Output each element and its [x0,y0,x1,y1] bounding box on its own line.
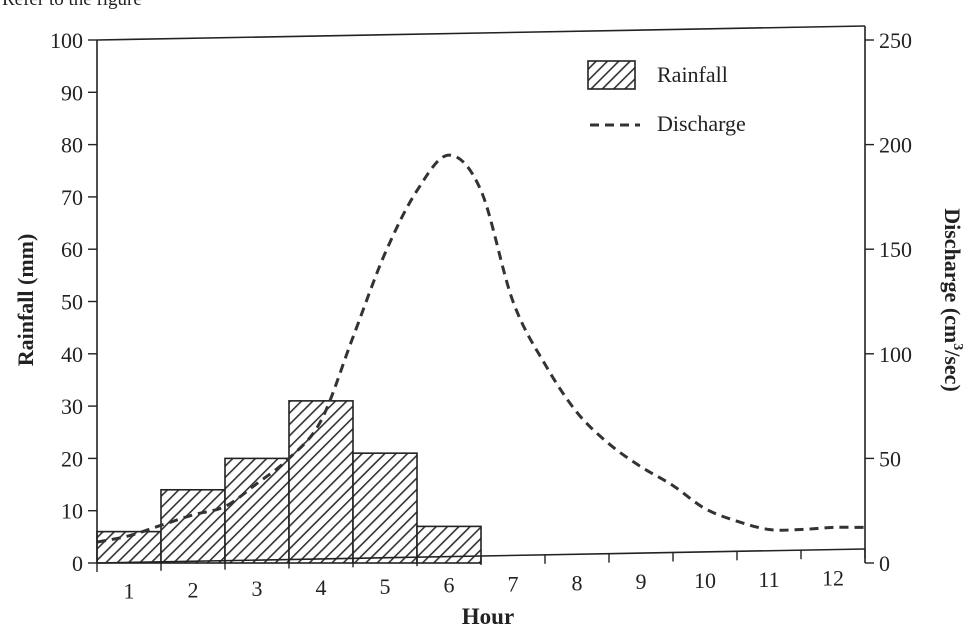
x-axis-title: Hour [462,604,514,629]
left-y-tick-label: 70 [61,185,83,210]
legend-label-rainfall: Rainfall [657,62,728,87]
right-y-axis-title: Discharge (cm3/sec) [940,208,965,392]
plot-top-border [96,25,866,41]
rainfall-bar-hour-2 [160,488,226,564]
right-y-tick-label: 100 [879,342,912,367]
rainfall-bar-hour-4 [288,400,354,564]
rainfall-bar-hour-5 [352,452,418,564]
page-caption: Refer to the figure [2,0,142,11]
right-y-tick-label: 150 [879,237,912,262]
x-tick-label: 12 [822,566,844,591]
x-tick-label: 9 [636,569,647,594]
x-tick-label: 1 [124,578,135,603]
x-tick-label: 3 [252,576,263,601]
left-y-tick-label: 60 [61,237,83,262]
rainfall-bars [96,400,482,564]
x-tick-label: 8 [572,570,583,595]
right-y-tick-label: 250 [879,28,912,53]
left-y-tick-label: 10 [61,499,83,524]
left-y-tick-label: 50 [61,290,83,315]
left-y-tick-label: 40 [61,342,83,367]
x-tick-label: 11 [758,567,779,592]
x-tick-label: 6 [444,573,455,598]
legend-label-discharge: Discharge [657,111,746,136]
x-tick-label: 2 [188,577,199,602]
right-y-axis-title-sup: 3 [950,343,965,350]
x-tick-label: 4 [316,575,327,600]
left-y-axis-title: Rainfall (mm) [13,234,38,367]
x-tick-label: 10 [694,568,716,593]
left-y-tick-label: 30 [61,394,83,419]
rainfall-bar-hour-3 [224,457,290,564]
left-y-tick-label: 100 [50,28,83,53]
right-y-axis-title-suffix: /sec) [940,349,965,392]
left-y-tick-label: 20 [61,446,83,471]
right-y-tick-label: 0 [879,551,890,576]
right-y-axis-title-prefix: Discharge (cm [940,208,965,343]
discharge-line [96,153,866,544]
right-y-tick-label: 200 [879,133,912,158]
legend: Rainfall Discharge [587,60,746,136]
left-y-tick-label: 90 [61,80,83,105]
axis-ticks [88,39,874,572]
left-y-tick-label: 80 [61,133,83,158]
right-y-tick-label: 50 [879,446,901,471]
x-tick-label: 7 [508,571,519,596]
x-tick-label: 5 [380,574,391,599]
legend-swatch-rainfall [587,60,636,90]
left-y-tick-label: 0 [72,551,83,576]
